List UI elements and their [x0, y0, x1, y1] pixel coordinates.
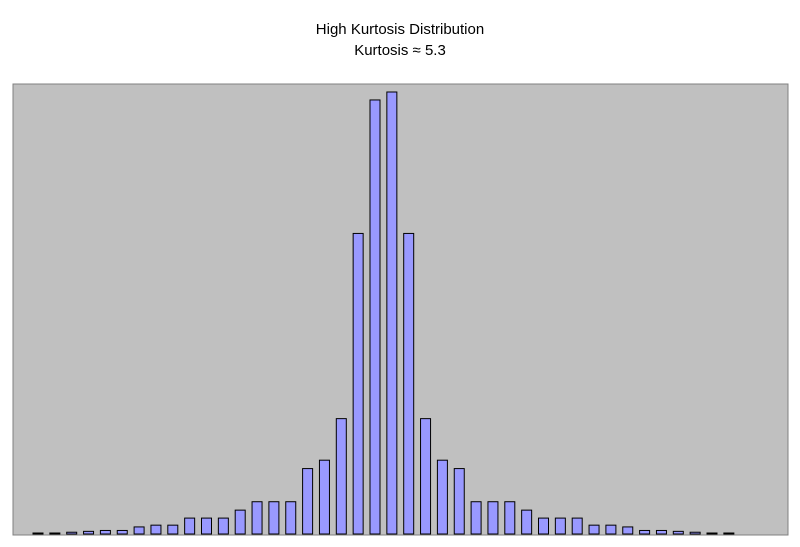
- bar-36: [622, 526, 634, 535]
- bar-22: [386, 91, 398, 535]
- chart-title: High Kurtosis Distribution: [315, 21, 485, 38]
- bar-3: [66, 531, 78, 535]
- bar-21: [369, 99, 381, 535]
- bar-34: [588, 524, 600, 535]
- bar-5: [99, 529, 111, 535]
- bar-series: [32, 91, 735, 535]
- bar-12: [217, 517, 229, 535]
- bar-27: [470, 501, 482, 535]
- bar-40: [689, 531, 701, 535]
- bar-30: [521, 509, 533, 535]
- bar-28: [487, 501, 499, 535]
- bar-39: [672, 530, 684, 535]
- plot-area: [12, 83, 789, 536]
- bar-11: [201, 517, 212, 535]
- bar-7: [133, 526, 145, 535]
- bar-15: [268, 501, 280, 535]
- bar-8: [150, 524, 162, 535]
- chart-subtitle: Kurtosis ≈ 5.3: [354, 42, 446, 59]
- bar-31: [538, 517, 549, 535]
- bar-23: [403, 232, 415, 535]
- bar-13: [234, 509, 246, 535]
- bar-6: [116, 529, 128, 535]
- bar-37: [639, 529, 651, 535]
- bar-26: [453, 468, 465, 535]
- bar-4: [83, 530, 95, 535]
- bar-24: [420, 418, 432, 535]
- bar-41: [706, 532, 718, 535]
- bar-25: [436, 459, 448, 535]
- bar-42: [723, 532, 735, 535]
- bar-32: [554, 517, 566, 535]
- bar-9: [167, 524, 179, 535]
- bar-20: [352, 232, 364, 535]
- bar-17: [302, 468, 314, 535]
- bar-29: [504, 501, 516, 535]
- bar-35: [605, 524, 617, 535]
- bar-18: [318, 459, 330, 535]
- bar-14: [251, 501, 263, 535]
- bar-10: [184, 517, 196, 535]
- bar-2: [49, 532, 61, 535]
- bar-38: [655, 529, 667, 535]
- bar-16: [285, 501, 297, 535]
- bar-33: [571, 517, 583, 535]
- bar-1: [32, 532, 44, 535]
- bar-19: [335, 418, 347, 535]
